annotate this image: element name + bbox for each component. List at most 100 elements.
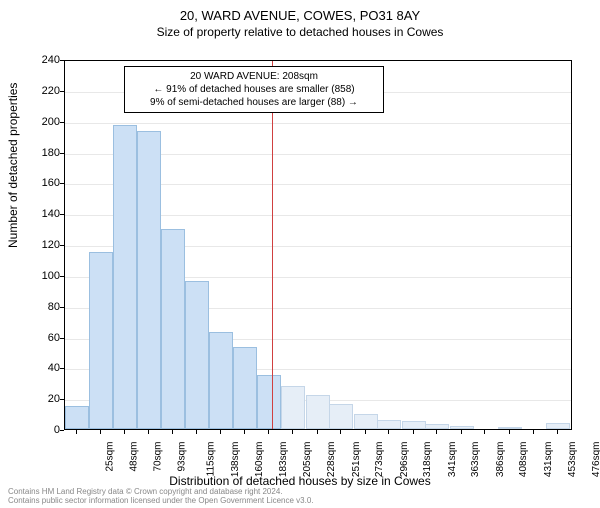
y-tick-mark [60,307,64,308]
x-tick-mark [413,430,414,434]
x-tick-label: 251sqm [351,442,362,478]
footer-attribution: Contains HM Land Registry data © Crown c… [8,488,314,506]
y-tick-mark [60,183,64,184]
y-tick-mark [60,430,64,431]
annotation-line: 9% of semi-detached houses are larger (8… [131,96,377,109]
histogram-bar [281,386,305,429]
y-tick-label: 160 [30,177,60,189]
x-tick-mark [533,430,534,434]
y-axis-label: Number of detached properties [6,83,20,248]
x-axis-label: Distribution of detached houses by size … [0,474,600,488]
histogram-bar [113,125,137,429]
y-tick-label: 0 [30,424,60,436]
footer-line-2: Contains public sector information licen… [8,497,314,506]
x-tick-mark [340,430,341,434]
x-tick-mark [172,430,173,434]
x-tick-label: 476sqm [591,442,600,478]
x-tick-label: 115sqm [205,442,216,477]
x-tick-label: 25sqm [104,442,115,472]
histogram-bar [425,424,449,429]
annotation-box: 20 WARD AVENUE: 208sqm← 91% of detached … [124,66,384,113]
y-tick-label: 20 [30,393,60,405]
histogram-bar [377,420,401,429]
x-tick-mark [124,430,125,434]
x-tick-label: 70sqm [152,442,163,472]
x-tick-label: 48sqm [129,442,140,472]
y-tick-label: 80 [30,301,60,313]
x-tick-mark [268,430,269,434]
y-tick-mark [60,338,64,339]
histogram-bar [402,421,426,429]
histogram-bar [137,131,161,429]
x-tick-mark [220,430,221,434]
x-tick-label: 341sqm [447,442,458,478]
y-tick-label: 220 [30,85,60,97]
y-tick-label: 140 [30,208,60,220]
y-tick-mark [60,153,64,154]
x-tick-label: 273sqm [374,442,385,478]
x-tick-label: 138sqm [230,442,241,478]
x-tick-mark [388,430,389,434]
gridline [65,123,571,124]
annotation-line: ← 91% of detached houses are smaller (85… [131,83,377,96]
histogram-bar [233,347,257,429]
y-tick-label: 60 [30,332,60,344]
y-tick-label: 200 [30,116,60,128]
x-tick-mark [484,430,485,434]
marker-line [272,61,273,429]
histogram-bar [306,395,330,429]
x-tick-mark [365,430,366,434]
x-tick-label: 453sqm [567,442,578,478]
x-tick-mark [436,430,437,434]
x-tick-label: 408sqm [519,442,530,478]
y-tick-mark [60,399,64,400]
x-tick-mark [509,430,510,434]
histogram-bar [65,406,89,429]
y-tick-mark [60,368,64,369]
plot-area [64,60,572,430]
chart-subtitle: Size of property relative to detached ho… [0,25,600,39]
x-tick-mark [100,430,101,434]
x-tick-mark [557,430,558,434]
y-tick-label: 120 [30,239,60,251]
x-tick-label: 296sqm [399,442,410,478]
histogram-bar [209,332,233,429]
histogram-bar [450,426,474,429]
y-tick-mark [60,122,64,123]
histogram-bar [329,404,353,429]
x-tick-label: 228sqm [326,442,337,478]
x-tick-mark [244,430,245,434]
y-tick-label: 100 [30,270,60,282]
y-tick-mark [60,214,64,215]
histogram-bar [89,252,113,429]
y-tick-mark [60,245,64,246]
histogram-bar [185,281,209,429]
y-tick-mark [60,276,64,277]
x-tick-mark [196,430,197,434]
x-tick-mark [76,430,77,434]
x-tick-label: 160sqm [254,442,265,478]
chart-title: 20, WARD AVENUE, COWES, PO31 8AY [0,8,600,23]
x-tick-mark [461,430,462,434]
x-tick-label: 183sqm [278,442,289,478]
histogram-bar [354,414,378,429]
y-tick-label: 40 [30,362,60,374]
x-tick-mark [292,430,293,434]
x-tick-label: 363sqm [471,442,482,478]
annotation-line: 20 WARD AVENUE: 208sqm [131,70,377,83]
x-tick-label: 386sqm [495,442,506,478]
x-tick-label: 93sqm [177,442,188,472]
x-tick-mark [317,430,318,434]
y-tick-label: 240 [30,54,60,66]
histogram-bar [161,229,185,429]
x-tick-label: 431sqm [543,442,554,478]
histogram-bar [546,423,570,429]
chart-container: 20, WARD AVENUE, COWES, PO31 8AY Size of… [0,8,600,508]
x-tick-label: 205sqm [302,442,313,478]
y-tick-mark [60,60,64,61]
histogram-bar [498,427,522,429]
x-tick-mark [148,430,149,434]
y-tick-label: 180 [30,147,60,159]
y-tick-mark [60,91,64,92]
x-tick-label: 318sqm [423,442,434,478]
